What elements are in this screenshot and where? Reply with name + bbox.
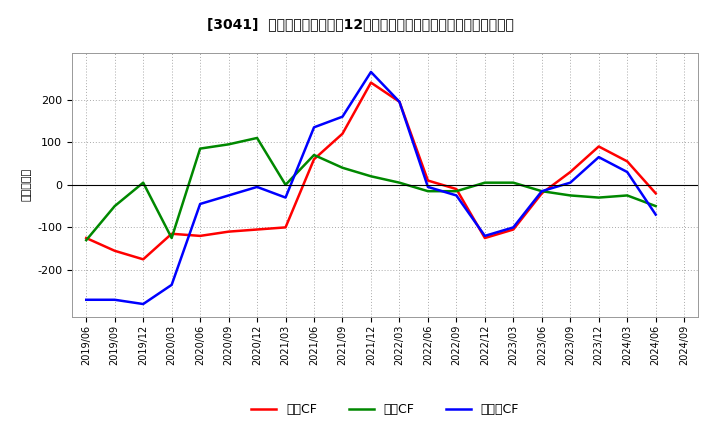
- 営業CF: [225, 229, 233, 234]
- フリーCF: [537, 189, 546, 194]
- 営業CF: [310, 157, 318, 162]
- Line: 営業CF: 営業CF: [86, 83, 656, 259]
- フリーCF: [310, 125, 318, 130]
- Y-axis label: （百万円）: （百万円）: [22, 168, 32, 202]
- フリーCF: [566, 180, 575, 185]
- フリーCF: [652, 212, 660, 217]
- 営業CF: [537, 191, 546, 196]
- フリーCF: [167, 282, 176, 287]
- 営業CF: [480, 235, 489, 241]
- 投資CF: [395, 180, 404, 185]
- フリーCF: [110, 297, 119, 302]
- 投資CF: [253, 136, 261, 141]
- フリーCF: [395, 99, 404, 104]
- フリーCF: [253, 184, 261, 190]
- 投資CF: [623, 193, 631, 198]
- Legend: 営業CF, 投資CF, フリーCF: 営業CF, 投資CF, フリーCF: [246, 399, 524, 422]
- 投資CF: [82, 238, 91, 243]
- フリーCF: [282, 195, 290, 200]
- フリーCF: [366, 70, 375, 75]
- 営業CF: [110, 248, 119, 253]
- フリーCF: [196, 202, 204, 207]
- 投資CF: [595, 195, 603, 200]
- 投資CF: [480, 180, 489, 185]
- Text: [3041]  キャッシュフローの12か月移動合計の対前年同期増減額の推移: [3041] キャッシュフローの12か月移動合計の対前年同期増減額の推移: [207, 18, 513, 32]
- フリーCF: [623, 169, 631, 175]
- 投資CF: [509, 180, 518, 185]
- 営業CF: [366, 80, 375, 85]
- 営業CF: [253, 227, 261, 232]
- 投資CF: [225, 142, 233, 147]
- フリーCF: [225, 193, 233, 198]
- 投資CF: [452, 189, 461, 194]
- 投資CF: [652, 203, 660, 209]
- Line: フリーCF: フリーCF: [86, 72, 656, 304]
- 営業CF: [196, 233, 204, 238]
- 投資CF: [310, 152, 318, 158]
- 営業CF: [509, 227, 518, 232]
- フリーCF: [509, 225, 518, 230]
- 営業CF: [566, 169, 575, 175]
- 営業CF: [395, 99, 404, 104]
- 投資CF: [110, 203, 119, 209]
- 投資CF: [139, 180, 148, 185]
- 投資CF: [167, 235, 176, 241]
- フリーCF: [595, 154, 603, 160]
- フリーCF: [452, 193, 461, 198]
- フリーCF: [480, 233, 489, 238]
- 営業CF: [452, 187, 461, 192]
- 営業CF: [167, 231, 176, 236]
- フリーCF: [338, 114, 347, 119]
- 営業CF: [338, 131, 347, 136]
- 投資CF: [566, 193, 575, 198]
- フリーCF: [82, 297, 91, 302]
- 投資CF: [537, 189, 546, 194]
- 営業CF: [652, 191, 660, 196]
- 営業CF: [282, 225, 290, 230]
- フリーCF: [139, 301, 148, 307]
- 営業CF: [139, 257, 148, 262]
- 営業CF: [623, 159, 631, 164]
- 投資CF: [366, 174, 375, 179]
- 投資CF: [423, 189, 432, 194]
- フリーCF: [423, 184, 432, 190]
- Line: 投資CF: 投資CF: [86, 138, 656, 240]
- 営業CF: [82, 235, 91, 241]
- 投資CF: [338, 165, 347, 170]
- 投資CF: [196, 146, 204, 151]
- 投資CF: [282, 182, 290, 187]
- 営業CF: [595, 144, 603, 149]
- 営業CF: [423, 178, 432, 183]
